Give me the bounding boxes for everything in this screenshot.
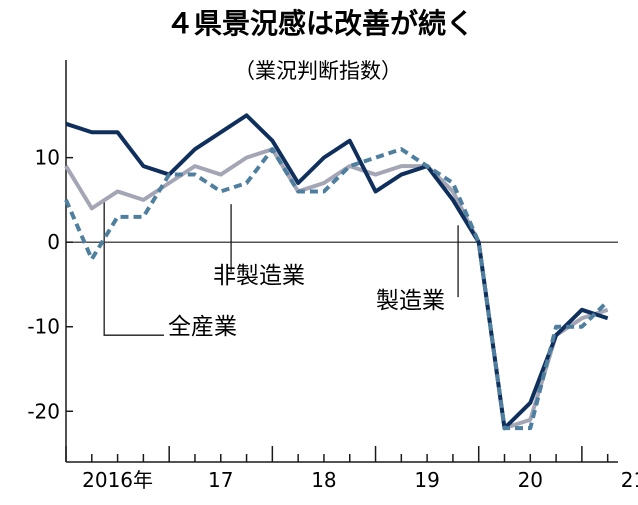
x-tick-label: 17 — [208, 468, 233, 492]
leader-all-industries — [103, 198, 165, 336]
x-tick-label: 18 — [311, 468, 336, 492]
chart-subtitle: （業況判断指数） — [234, 59, 402, 83]
y-tick-label: 0 — [47, 230, 60, 254]
y-tick-label: -20 — [27, 399, 60, 423]
plot-area: 10 0 -10 -20 2016年 17 18 19 20 21 — [27, 60, 638, 492]
label-non-manufacturing: 非製造業 — [213, 263, 305, 289]
y-tick-label: -10 — [27, 315, 60, 339]
label-all-industries: 全産業 — [168, 314, 237, 340]
label-manufacturing: 製造業 — [376, 288, 445, 314]
y-tick-label: 10 — [35, 146, 60, 170]
x-tick-label: 2016年 — [82, 468, 153, 492]
x-tick-label: 19 — [414, 468, 439, 492]
x-tick-label: 21 — [621, 468, 638, 492]
chart-title: ４県景況感は改善が続く — [166, 7, 474, 40]
x-tick-label: 20 — [518, 468, 543, 492]
series-line-0 — [65, 113, 609, 431]
series-line-2 — [64, 147, 609, 431]
series-line-1 — [64, 147, 610, 431]
